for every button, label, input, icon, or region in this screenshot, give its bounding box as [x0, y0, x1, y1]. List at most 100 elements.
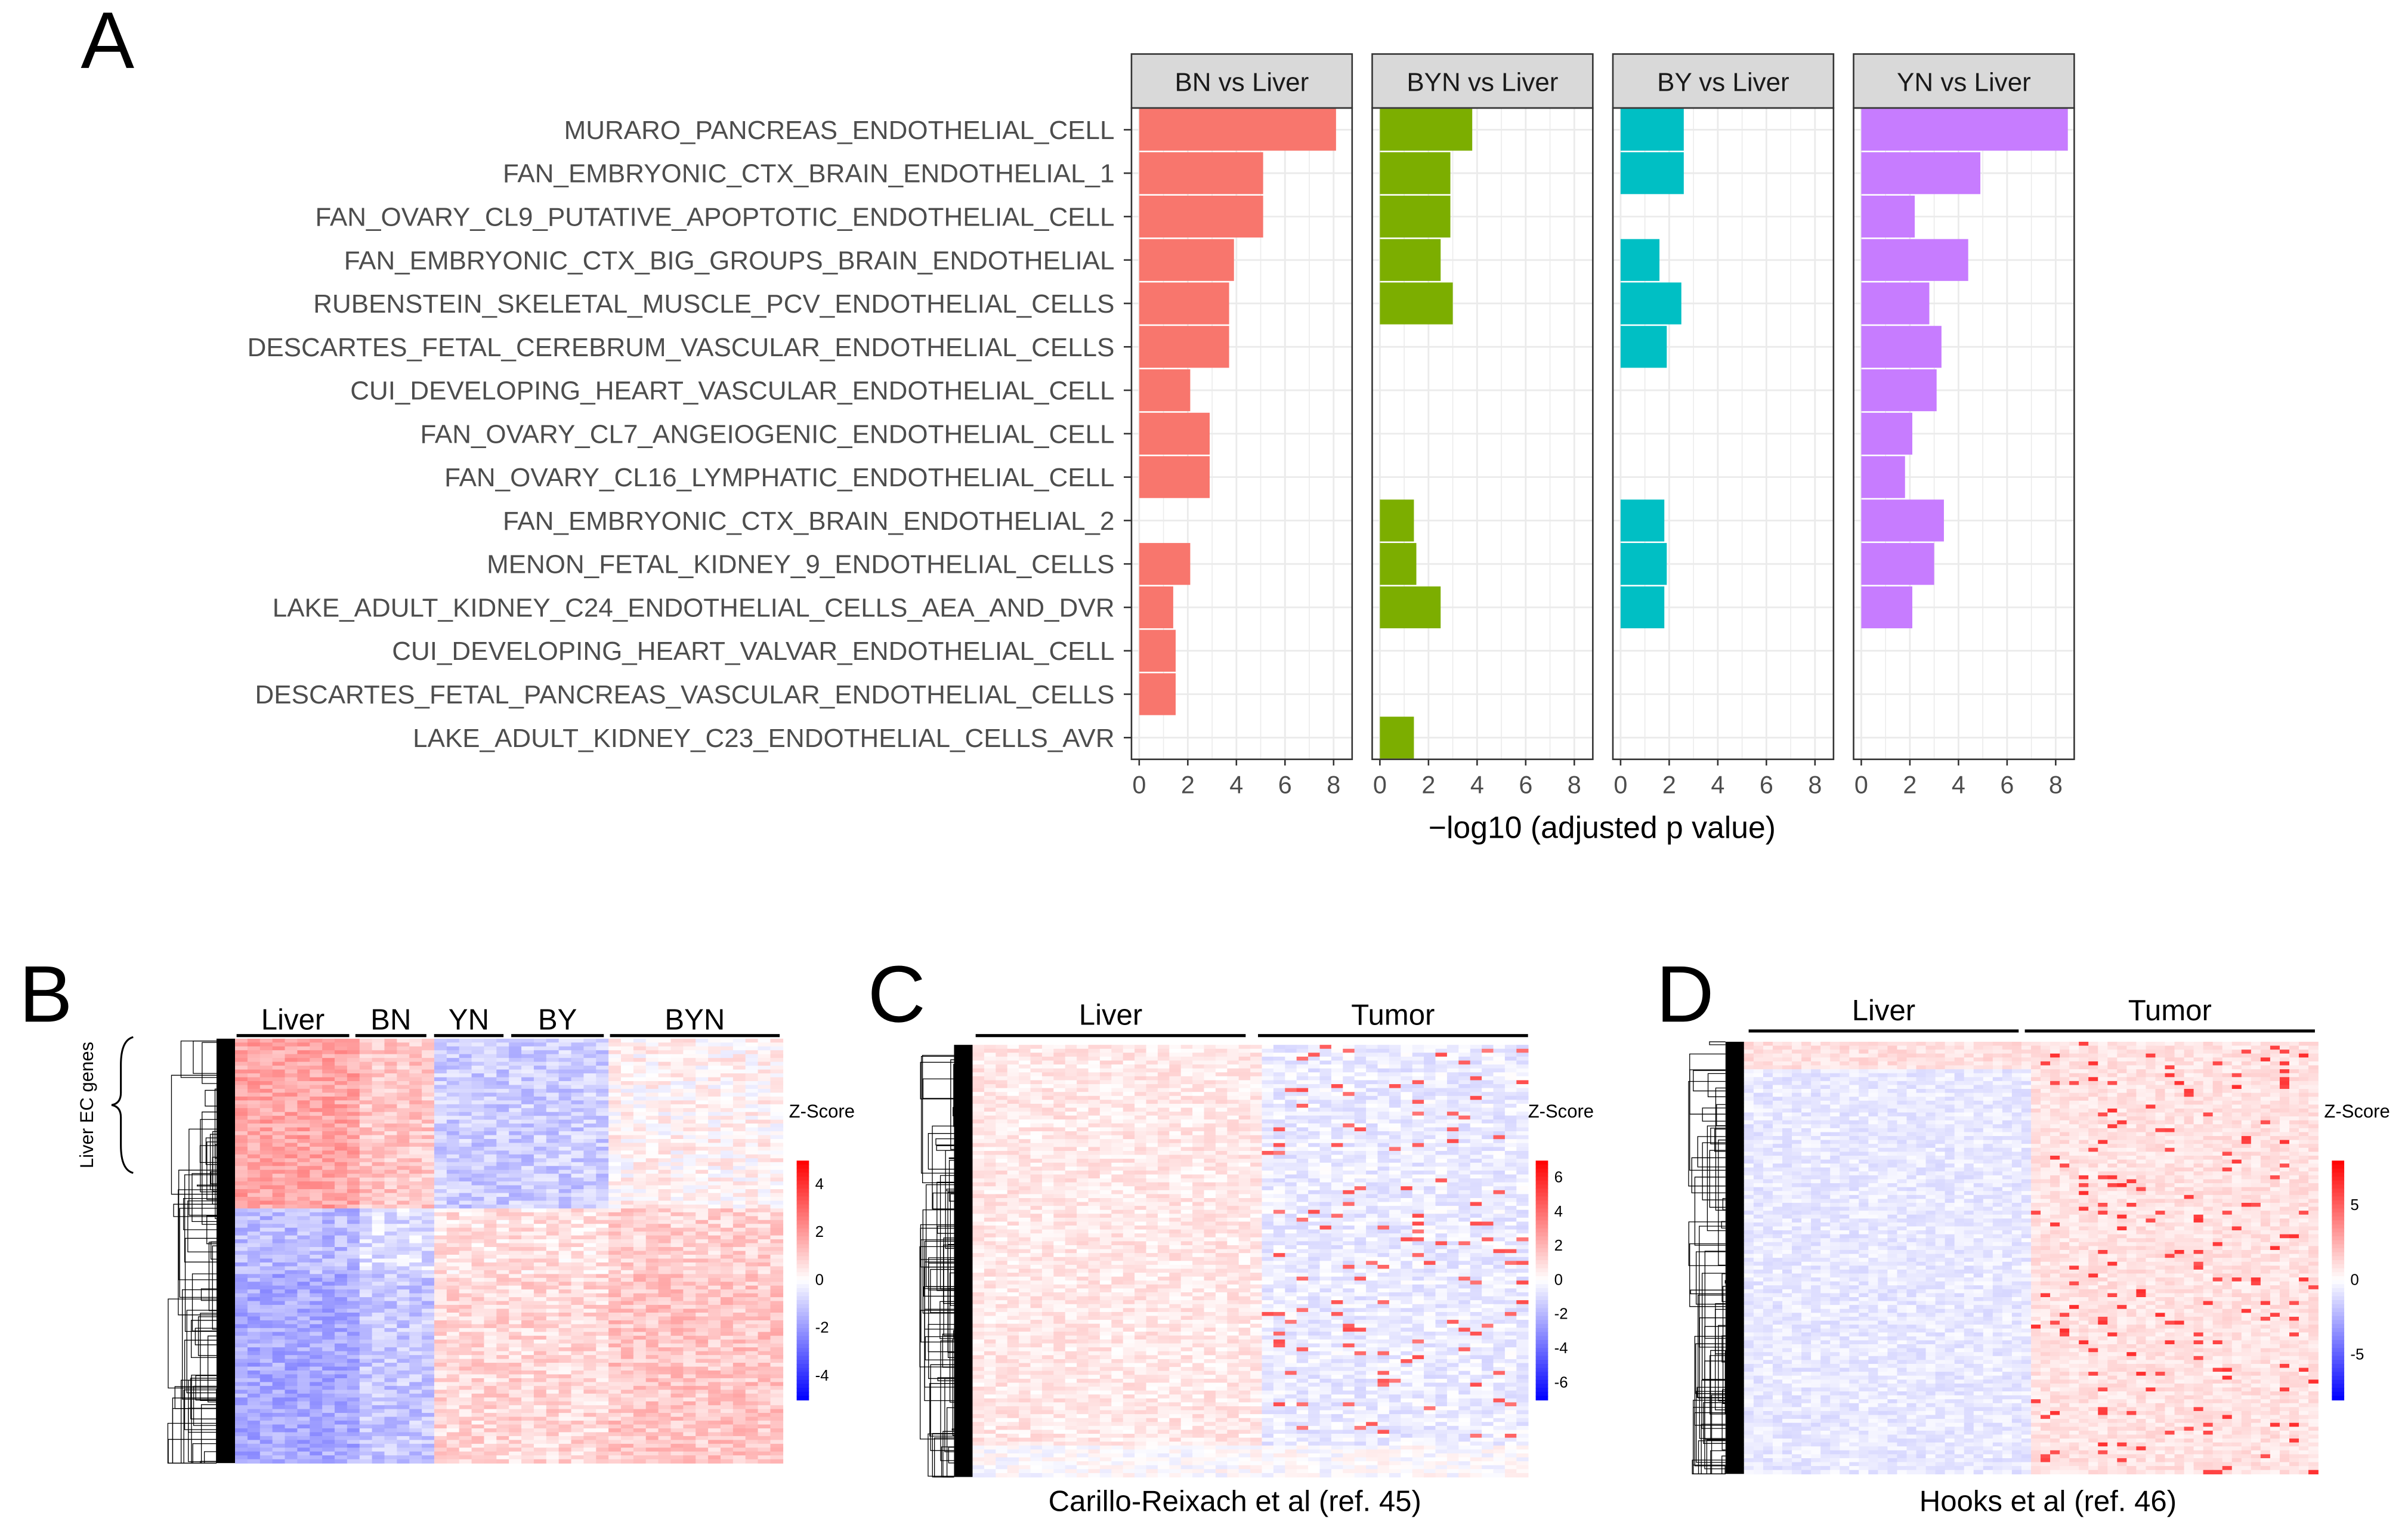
heatmap-cell — [645, 1440, 659, 1444]
heatmap-cell — [683, 1112, 697, 1116]
heatmap-cell — [297, 1204, 311, 1209]
heatmap-cell — [533, 1220, 547, 1225]
heatmap-cell — [409, 1127, 422, 1132]
heatmap-cell — [633, 1308, 647, 1313]
heatmap-cell — [484, 1343, 497, 1348]
heatmap-cell — [359, 1432, 373, 1437]
heatmap-cell — [633, 1297, 647, 1302]
heatmap-cell — [372, 1038, 385, 1044]
heatmap-cell — [335, 1359, 348, 1363]
heatmap-cell — [272, 1274, 286, 1279]
heatmap-cell — [732, 1254, 746, 1260]
heatmap-cell — [247, 1366, 261, 1371]
heatmap-cell — [272, 1370, 286, 1375]
heatmap-cell — [384, 1054, 398, 1058]
heatmap-cell — [720, 1416, 734, 1421]
heatmap-cell — [422, 1324, 435, 1329]
heatmap-cell — [235, 1100, 248, 1105]
heatmap-cell — [732, 1166, 746, 1171]
heatmap-cell — [459, 1204, 472, 1209]
heatmap-cell — [608, 1293, 622, 1298]
heatmap-cell — [645, 1239, 659, 1244]
heatmap-cell — [422, 1073, 435, 1078]
heatmap-cell — [658, 1390, 672, 1394]
heatmap-cell — [745, 1382, 759, 1387]
heatmap-cell — [509, 1366, 522, 1371]
heatmap-cell — [720, 1316, 734, 1321]
heatmap-cell — [434, 1196, 447, 1202]
heatmap-cell — [732, 1324, 746, 1329]
heatmap-cell — [571, 1370, 585, 1375]
heatmap-cell — [720, 1297, 734, 1302]
heatmap-cell — [596, 1328, 609, 1333]
heatmap-cell — [397, 1328, 410, 1333]
heatmap-cell — [322, 1390, 335, 1394]
heatmap-cell — [372, 1131, 385, 1136]
heatmap-cell — [670, 1324, 684, 1329]
heatmap-cell — [558, 1355, 572, 1360]
heatmap-cell — [608, 1258, 622, 1263]
heatmap-cell — [633, 1289, 647, 1294]
heatmap-cell — [422, 1285, 435, 1290]
heatmap-cell — [533, 1351, 547, 1356]
heatmap-cell — [459, 1143, 472, 1147]
x-tick-label: 8 — [1808, 771, 1822, 799]
heatmap-cell — [496, 1185, 509, 1190]
heatmap-cell — [533, 1204, 547, 1209]
heatmap-cell — [297, 1390, 311, 1394]
heatmap-cell — [397, 1135, 410, 1140]
heatmap-cell — [621, 1208, 634, 1213]
heatmap-cell — [359, 1038, 373, 1044]
heatmap-cell — [359, 1200, 373, 1205]
heatmap-cell — [259, 1247, 273, 1252]
heatmap-cell — [633, 1069, 647, 1074]
heatmap-cell — [695, 1085, 709, 1089]
heatmap-cell — [335, 1270, 348, 1275]
heatmap-cell — [583, 1401, 597, 1406]
heatmap-cell — [708, 1066, 721, 1070]
heatmap-cell — [434, 1077, 447, 1082]
heatmap-cell — [235, 1200, 248, 1205]
heatmap-cell — [658, 1328, 672, 1333]
heatmap-cell — [397, 1282, 410, 1286]
heatmap-cell — [459, 1208, 472, 1213]
heatmap-cell — [633, 1436, 647, 1441]
heatmap-cell — [347, 1177, 360, 1182]
panel-a-letter: A — [81, 0, 134, 85]
heatmap-cell — [247, 1123, 261, 1128]
heatmap-cell — [247, 1162, 261, 1167]
heatmap-cell — [471, 1061, 485, 1066]
heatmap-cell — [683, 1409, 697, 1413]
heatmap-cell — [683, 1421, 697, 1425]
heatmap-cell — [708, 1158, 721, 1163]
heatmap-cell — [683, 1077, 697, 1082]
heatmap-cell — [596, 1262, 609, 1267]
heatmap-cell — [670, 1158, 684, 1163]
heatmap-cell — [571, 1297, 585, 1302]
heatmap-cell — [608, 1366, 622, 1371]
heatmap-cell — [272, 1328, 286, 1333]
heatmap-cell — [422, 1138, 435, 1144]
heatmap-cell — [272, 1088, 286, 1094]
heatmap-cell — [621, 1328, 634, 1333]
heatmap-cell — [459, 1312, 472, 1317]
heatmap-cell — [347, 1066, 360, 1070]
heatmap-cell — [571, 1335, 585, 1341]
heatmap-cell — [347, 1088, 360, 1094]
heatmap-cell — [670, 1200, 684, 1205]
heatmap-cell — [695, 1332, 709, 1336]
heatmap-cell — [285, 1316, 298, 1321]
heatmap-cell — [670, 1166, 684, 1171]
heatmap-cell — [658, 1443, 672, 1449]
heatmap-cell — [310, 1127, 323, 1132]
heatmap-cell — [434, 1312, 447, 1317]
heatmap-cell — [708, 1073, 721, 1078]
heatmap-cell — [670, 1216, 684, 1221]
heatmap-cell — [571, 1042, 585, 1047]
heatmap-cell — [670, 1397, 684, 1402]
heatmap-cell — [583, 1424, 597, 1429]
heatmap-cell — [758, 1158, 771, 1163]
heatmap-cell — [509, 1077, 522, 1082]
heatmap-cell — [621, 1266, 634, 1271]
heatmap-cell — [422, 1277, 435, 1283]
